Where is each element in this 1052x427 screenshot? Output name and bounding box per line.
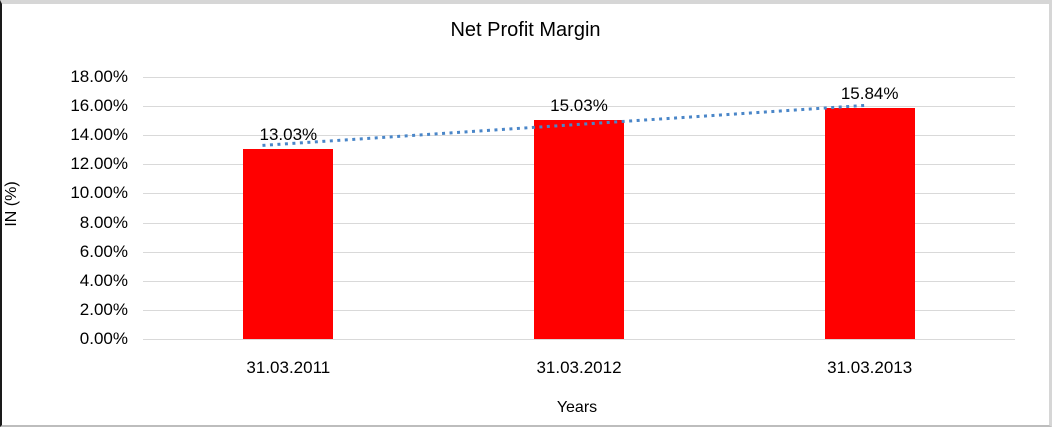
- chart-title: Net Profit Margin: [450, 19, 601, 41]
- y-tick-label: 0.00%: [79, 329, 128, 348]
- bar-31.03.2012: [534, 120, 624, 339]
- bar-value-label: 15.84%: [840, 84, 899, 104]
- y-tick-label: 6.00%: [79, 241, 128, 261]
- y-tick-label: 10.00%: [70, 183, 128, 203]
- bar-31.03.2011: [243, 149, 334, 339]
- y-tick-label: 12.00%: [70, 154, 128, 174]
- bar-31.03.2013: [824, 108, 915, 339]
- y-tick-label: 16.00%: [70, 96, 128, 116]
- y-tick-label: 18.00%: [70, 67, 128, 86]
- x-tick-label: 31.03.2012: [536, 358, 622, 377]
- x-tick-label: 31.03.2011: [246, 358, 331, 377]
- bar-value-label: 15.03%: [550, 96, 608, 116]
- plot-area: 0.00% 2.00% 4.00% 6.00% 8.00% 10.00% 12.00% 14.…: [2, 4, 1049, 425]
- x-tick-label: 31.03.2013: [827, 358, 913, 377]
- x-axis-title: Years: [556, 399, 598, 416]
- gridline: [143, 77, 1015, 78]
- y-tick-label: 2.00%: [79, 299, 128, 319]
- y-tick-label: 14.00%: [70, 125, 128, 145]
- y-tick-label: 4.00%: [79, 270, 128, 290]
- bar-value-label: 13.03%: [259, 125, 318, 145]
- y-tick-label: 8.00%: [79, 212, 128, 232]
- gridline: [143, 339, 1015, 340]
